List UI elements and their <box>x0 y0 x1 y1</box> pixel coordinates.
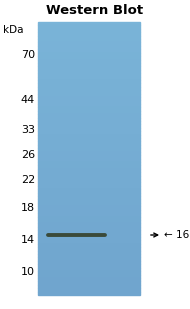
Bar <box>38 29 140 32</box>
Bar <box>38 125 140 128</box>
Bar <box>38 162 140 165</box>
Bar <box>38 25 140 29</box>
Bar <box>38 193 140 196</box>
Bar <box>38 138 140 142</box>
Bar <box>38 80 140 83</box>
Bar <box>38 288 140 292</box>
Bar <box>38 251 140 254</box>
Bar <box>38 42 140 46</box>
Bar <box>38 199 140 203</box>
Bar <box>38 172 140 176</box>
Bar <box>38 145 140 148</box>
Bar <box>38 114 140 117</box>
Text: 18: 18 <box>21 203 35 213</box>
Bar <box>38 186 140 189</box>
Bar <box>38 36 140 39</box>
Bar <box>38 60 140 63</box>
Bar <box>38 220 140 223</box>
Bar <box>38 203 140 206</box>
Bar <box>38 285 140 288</box>
Bar <box>38 135 140 138</box>
Bar <box>38 128 140 131</box>
Bar <box>38 196 140 199</box>
Bar <box>38 292 140 295</box>
Bar <box>38 244 140 247</box>
Bar <box>38 97 140 100</box>
Text: ← 16kDa: ← 16kDa <box>164 230 190 240</box>
Bar <box>38 107 140 111</box>
Bar <box>38 70 140 73</box>
Bar <box>38 152 140 155</box>
Bar <box>38 264 140 268</box>
Bar <box>38 271 140 274</box>
Text: 33: 33 <box>21 125 35 135</box>
Bar <box>38 281 140 285</box>
Bar <box>38 73 140 77</box>
Text: Western Blot: Western Blot <box>46 5 144 18</box>
Bar <box>38 94 140 97</box>
Bar <box>38 77 140 80</box>
Bar <box>38 217 140 220</box>
Bar <box>38 53 140 56</box>
Bar <box>38 261 140 264</box>
Bar <box>38 104 140 107</box>
Bar <box>38 100 140 104</box>
Bar <box>38 142 140 145</box>
Text: 10: 10 <box>21 267 35 277</box>
Bar <box>38 148 140 152</box>
Bar <box>38 254 140 257</box>
Bar <box>38 22 140 25</box>
Bar <box>38 240 140 244</box>
Bar <box>38 213 140 217</box>
Text: 14: 14 <box>21 235 35 245</box>
Bar <box>38 274 140 278</box>
Bar <box>38 182 140 186</box>
Text: 44: 44 <box>21 95 35 105</box>
Bar <box>38 165 140 169</box>
Bar <box>38 257 140 261</box>
Text: kDa: kDa <box>3 25 24 35</box>
Bar <box>38 237 140 240</box>
Bar <box>38 206 140 210</box>
Bar <box>38 176 140 179</box>
Bar <box>38 169 140 172</box>
Text: 22: 22 <box>21 175 35 185</box>
Bar <box>38 131 140 135</box>
Bar <box>38 111 140 114</box>
Bar <box>38 117 140 121</box>
Bar <box>38 90 140 94</box>
Bar <box>38 63 140 66</box>
Text: 26: 26 <box>21 150 35 160</box>
Bar <box>38 83 140 87</box>
Bar <box>38 159 140 162</box>
Bar <box>38 49 140 53</box>
Bar <box>38 234 140 237</box>
Bar <box>38 268 140 271</box>
Bar <box>38 247 140 251</box>
Bar <box>38 121 140 125</box>
Bar <box>38 189 140 193</box>
Bar <box>38 227 140 230</box>
Bar <box>38 278 140 281</box>
Bar <box>38 46 140 49</box>
Bar <box>38 56 140 60</box>
Bar <box>38 66 140 70</box>
Bar <box>38 32 140 36</box>
Bar <box>38 155 140 159</box>
Bar <box>38 179 140 182</box>
Bar <box>38 210 140 213</box>
Bar <box>38 223 140 227</box>
Bar <box>38 230 140 234</box>
Bar <box>38 87 140 90</box>
Bar <box>38 39 140 42</box>
Text: 70: 70 <box>21 50 35 60</box>
